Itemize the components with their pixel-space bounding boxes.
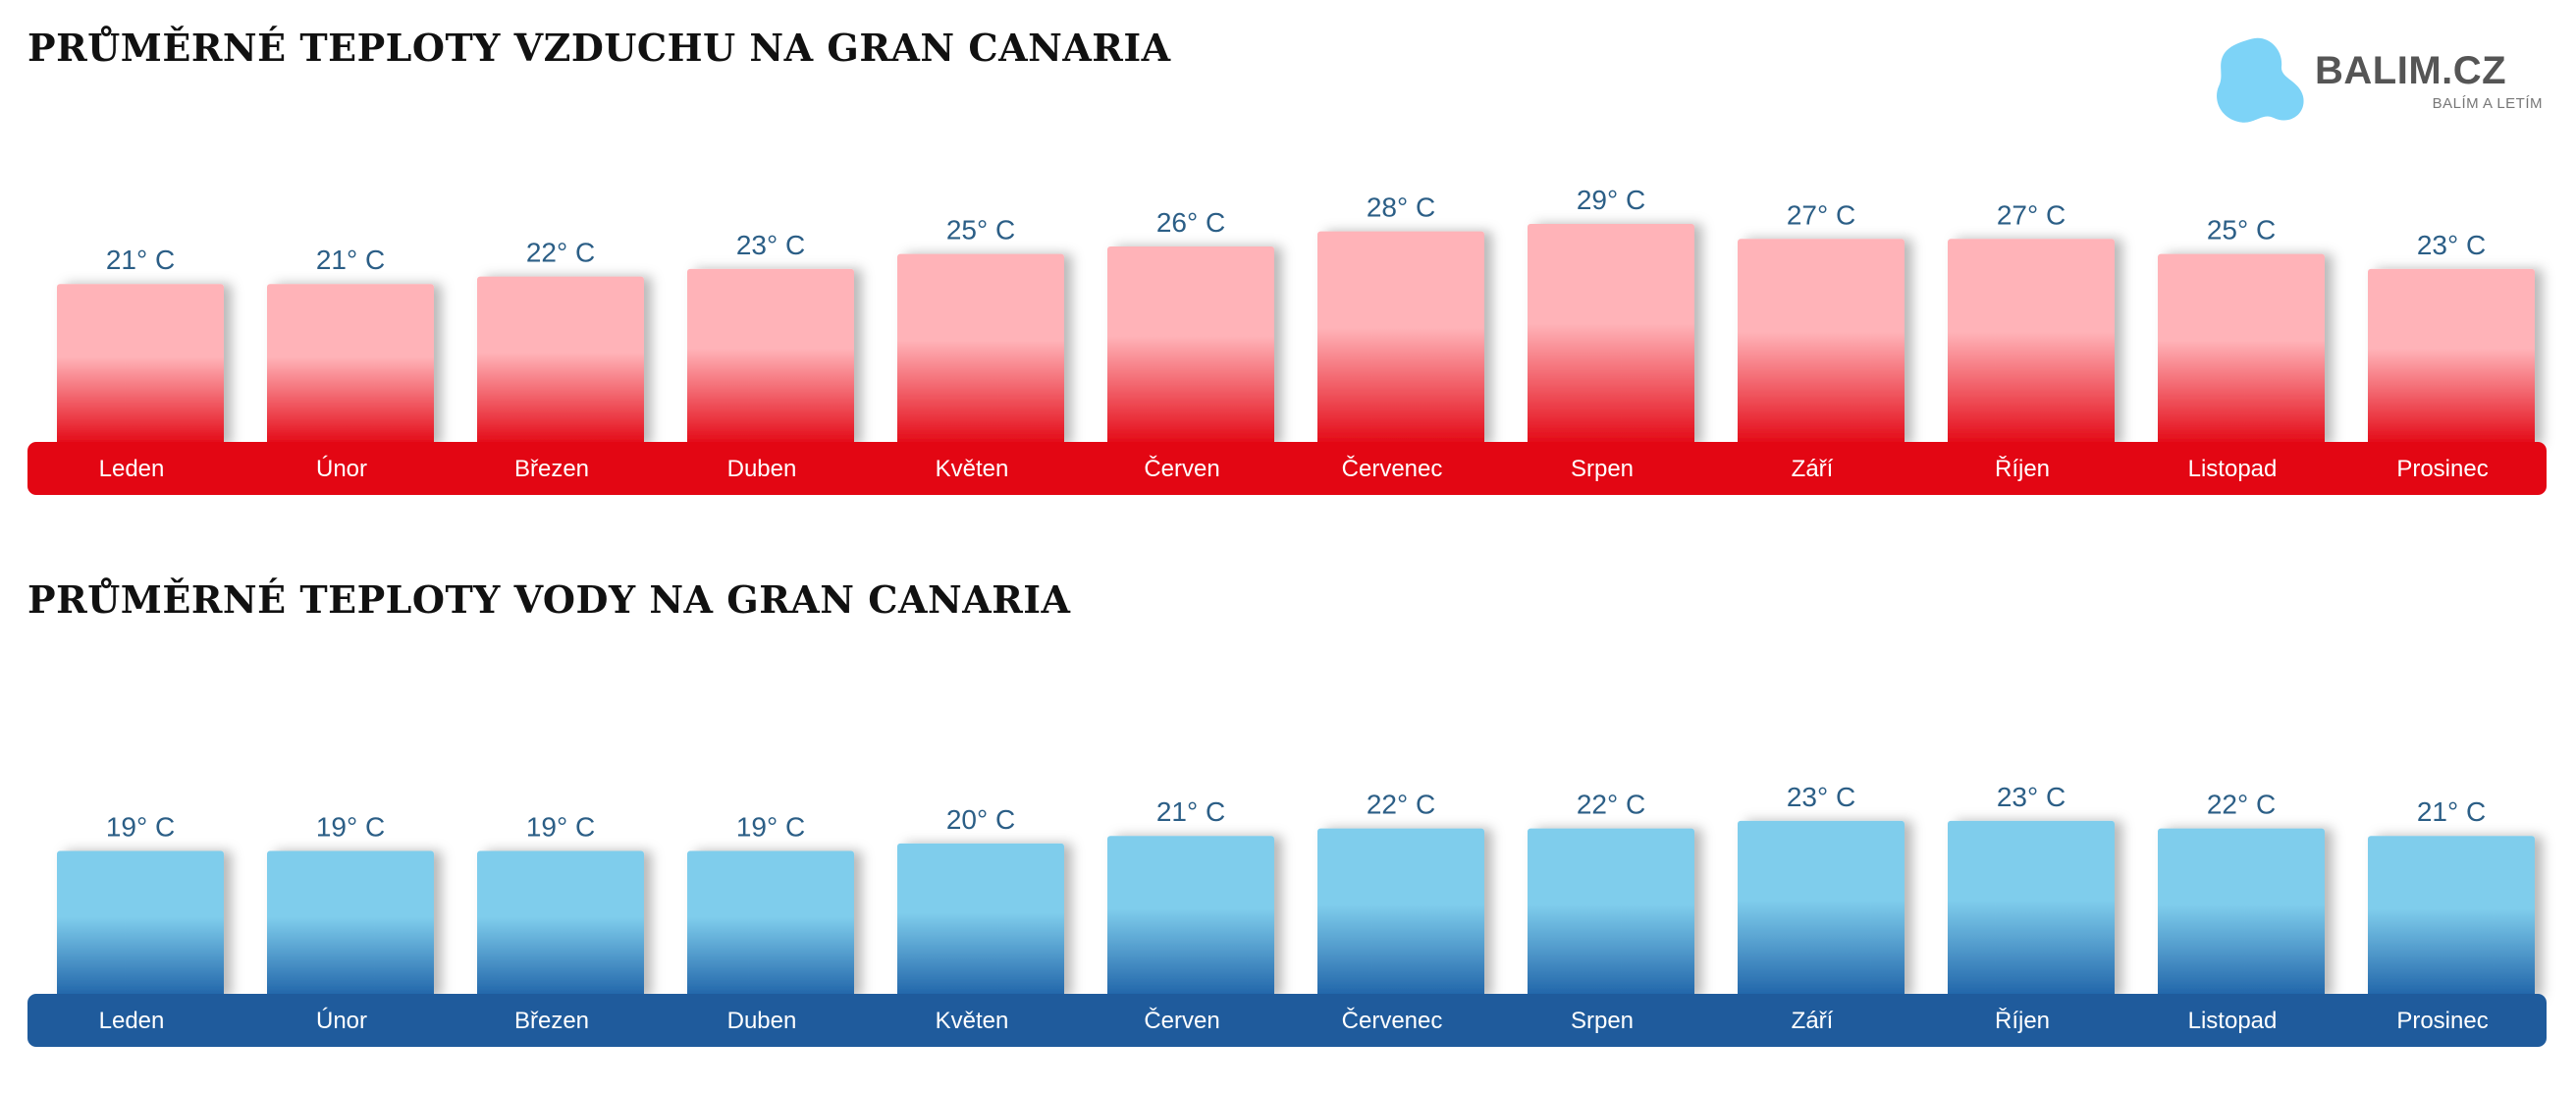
air-month-label-11: Listopad <box>2188 456 2278 482</box>
air-bar-8 <box>1528 224 1694 446</box>
water-month-label-10: Říjen <box>1995 1008 2050 1034</box>
water-temperature-chart: 19° C 19° C 19° C 19° C 20° C 21° C 22° C 22° C… <box>27 782 2547 1047</box>
air-bar-7 <box>1317 231 1484 446</box>
air-value-label-6: 26° C <box>1156 207 1225 238</box>
water-temperature-title: PRŮMĚRNÉ TEPLOTY VODY NA GRAN CANARIA <box>27 577 1071 622</box>
water-bar-12 <box>2368 836 2535 998</box>
air-bar-12 <box>2368 268 2535 446</box>
air-bar-10 <box>1948 239 2115 446</box>
air-value-label-10: 27° C <box>1997 199 2066 230</box>
air-month-band <box>27 442 2547 495</box>
air-bar-9 <box>1738 239 1905 446</box>
air-month-label-4: Duben <box>727 456 797 482</box>
water-bar-7 <box>1317 828 1484 998</box>
logo-tagline: BALÍM A LETÍM <box>2432 95 2543 112</box>
water-bar-6 <box>1107 836 1274 998</box>
logo-blob-icon <box>2217 37 2304 123</box>
water-value-label-10: 23° C <box>1997 782 2066 812</box>
site-logo[interactable]: BALIM.CZ BALÍM A LETÍM <box>2211 35 2545 134</box>
water-bar-2 <box>267 850 434 998</box>
air-value-label-11: 25° C <box>2207 215 2276 246</box>
water-value-label-7: 22° C <box>1367 790 1435 820</box>
water-bar-10 <box>1948 820 2115 998</box>
water-value-label-1: 19° C <box>106 812 175 843</box>
air-month-label-10: Říjen <box>1995 456 2050 482</box>
water-month-label-5: Květen <box>936 1008 1009 1034</box>
air-bar-3 <box>477 276 644 446</box>
logo-name: BALIM.CZ <box>2315 49 2507 92</box>
air-month-label-7: Červenec <box>1342 455 1443 482</box>
air-value-label-8: 29° C <box>1577 185 1645 215</box>
air-bar-6 <box>1107 246 1274 446</box>
air-value-label-5: 25° C <box>946 215 1015 246</box>
water-month-label-1: Leden <box>99 1008 165 1034</box>
air-value-label-9: 27° C <box>1787 199 1855 230</box>
air-month-label-3: Březen <box>514 456 589 482</box>
water-value-label-8: 22° C <box>1577 790 1645 820</box>
water-month-label-3: Březen <box>514 1008 589 1034</box>
air-value-label-1: 21° C <box>106 245 175 275</box>
air-month-label-1: Leden <box>99 456 165 482</box>
water-value-label-5: 20° C <box>946 804 1015 835</box>
air-month-label-5: Květen <box>936 456 1009 482</box>
air-month-label-2: Únor <box>316 456 367 482</box>
air-temperature-chart: 21° C 21° C 22° C 23° C 25° C 26° C 28° C 29° C… <box>27 185 2547 495</box>
water-bar-4 <box>687 850 854 998</box>
water-value-label-12: 21° C <box>2417 796 2486 827</box>
air-month-label-12: Prosinec <box>2396 456 2488 482</box>
air-bar-5 <box>897 253 1064 446</box>
air-bar-4 <box>687 268 854 446</box>
water-month-label-12: Prosinec <box>2396 1008 2488 1034</box>
water-bar-5 <box>897 843 1064 998</box>
air-value-label-12: 23° C <box>2417 230 2486 260</box>
air-month-label-8: Srpen <box>1571 456 1634 482</box>
water-bar-8 <box>1528 828 1694 998</box>
water-month-label-6: Červen <box>1144 1007 1219 1034</box>
water-bar-11 <box>2158 828 2325 998</box>
water-month-label-11: Listopad <box>2188 1008 2278 1034</box>
water-month-label-8: Srpen <box>1571 1008 1634 1034</box>
air-bar-11 <box>2158 253 2325 446</box>
air-value-label-7: 28° C <box>1367 192 1435 223</box>
water-month-label-4: Duben <box>727 1008 797 1034</box>
water-month-label-9: Září <box>1792 1008 1834 1034</box>
water-month-label-7: Červenec <box>1342 1007 1443 1034</box>
air-month-label-9: Září <box>1792 456 1834 482</box>
water-value-label-11: 22° C <box>2207 790 2276 820</box>
air-bar-1 <box>57 284 224 446</box>
water-month-label-2: Únor <box>316 1008 367 1034</box>
air-value-label-3: 22° C <box>526 238 595 268</box>
air-value-label-4: 23° C <box>736 230 805 260</box>
water-bar-1 <box>57 850 224 998</box>
water-bar-9 <box>1738 820 1905 998</box>
water-value-label-9: 23° C <box>1787 782 1855 812</box>
water-month-band <box>27 994 2547 1047</box>
water-value-label-6: 21° C <box>1156 796 1225 827</box>
air-bar-2 <box>267 284 434 446</box>
air-value-label-2: 21° C <box>316 245 385 275</box>
water-value-label-3: 19° C <box>526 812 595 843</box>
air-month-label-6: Červen <box>1144 455 1219 482</box>
air-temperature-title: PRŮMĚRNÉ TEPLOTY VZDUCHU NA GRAN CANARIA <box>27 26 1171 70</box>
water-value-label-4: 19° C <box>736 812 805 843</box>
water-bar-3 <box>477 850 644 998</box>
water-value-label-2: 19° C <box>316 812 385 843</box>
